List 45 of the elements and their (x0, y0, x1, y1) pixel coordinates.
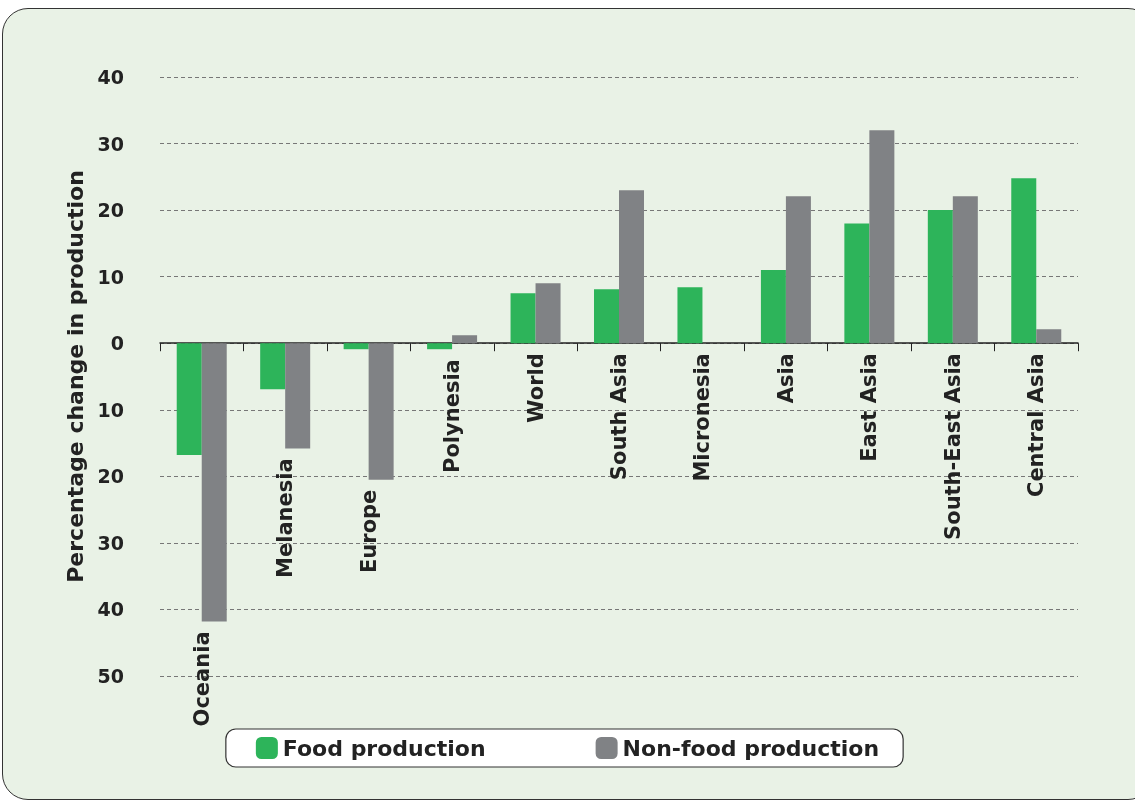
bar (427, 343, 453, 350)
legend-label: Food production (282, 735, 486, 761)
y-tick-label: 50 (97, 665, 124, 687)
y-tick-label: 40 (97, 66, 124, 88)
y-tick-label: 40 (97, 598, 124, 621)
x-tick-label: Oceania (189, 631, 214, 727)
bar (785, 196, 811, 344)
bar (260, 343, 286, 390)
bar (285, 343, 311, 449)
y-axis-title: Percentage change in production (63, 170, 89, 583)
bar (927, 210, 953, 344)
legend-label: Non-food production (622, 735, 880, 761)
x-tick-label: Polynesia (440, 359, 465, 473)
x-tick-label: World (523, 353, 548, 423)
y-tick-label: 10 (97, 265, 124, 288)
bar (452, 335, 478, 344)
x-tick-label: South-East Asia (940, 353, 965, 540)
bar (619, 190, 644, 344)
bar (176, 343, 202, 456)
x-tick-label: Asia (773, 353, 798, 404)
y-tick-label: 30 (97, 531, 124, 554)
bar (952, 196, 978, 344)
y-tick-label: 30 (97, 132, 124, 155)
y-tick-label: 20 (97, 199, 124, 222)
x-tick-label: Melanesia (273, 458, 298, 578)
bar (844, 223, 870, 344)
bar (535, 283, 561, 344)
y-tick-label: 10 (97, 398, 124, 421)
x-tick-label: Micronesia (690, 353, 715, 482)
bar (201, 343, 227, 622)
x-tick-label: South Asia (607, 353, 631, 481)
bar (1011, 178, 1037, 344)
x-tick-label: East Asia (857, 353, 882, 462)
bar (510, 293, 536, 344)
bar (760, 270, 786, 344)
bar (869, 130, 895, 344)
x-tick-label: Central Asia (1024, 353, 1049, 498)
y-tick-label: 20 (97, 465, 124, 488)
bar (677, 287, 703, 344)
bar (594, 289, 619, 344)
x-tick-label: Europe (356, 489, 381, 574)
bar (368, 343, 394, 480)
bar (1036, 329, 1062, 344)
bar (343, 343, 369, 350)
y-tick-label: 0 (110, 332, 124, 355)
